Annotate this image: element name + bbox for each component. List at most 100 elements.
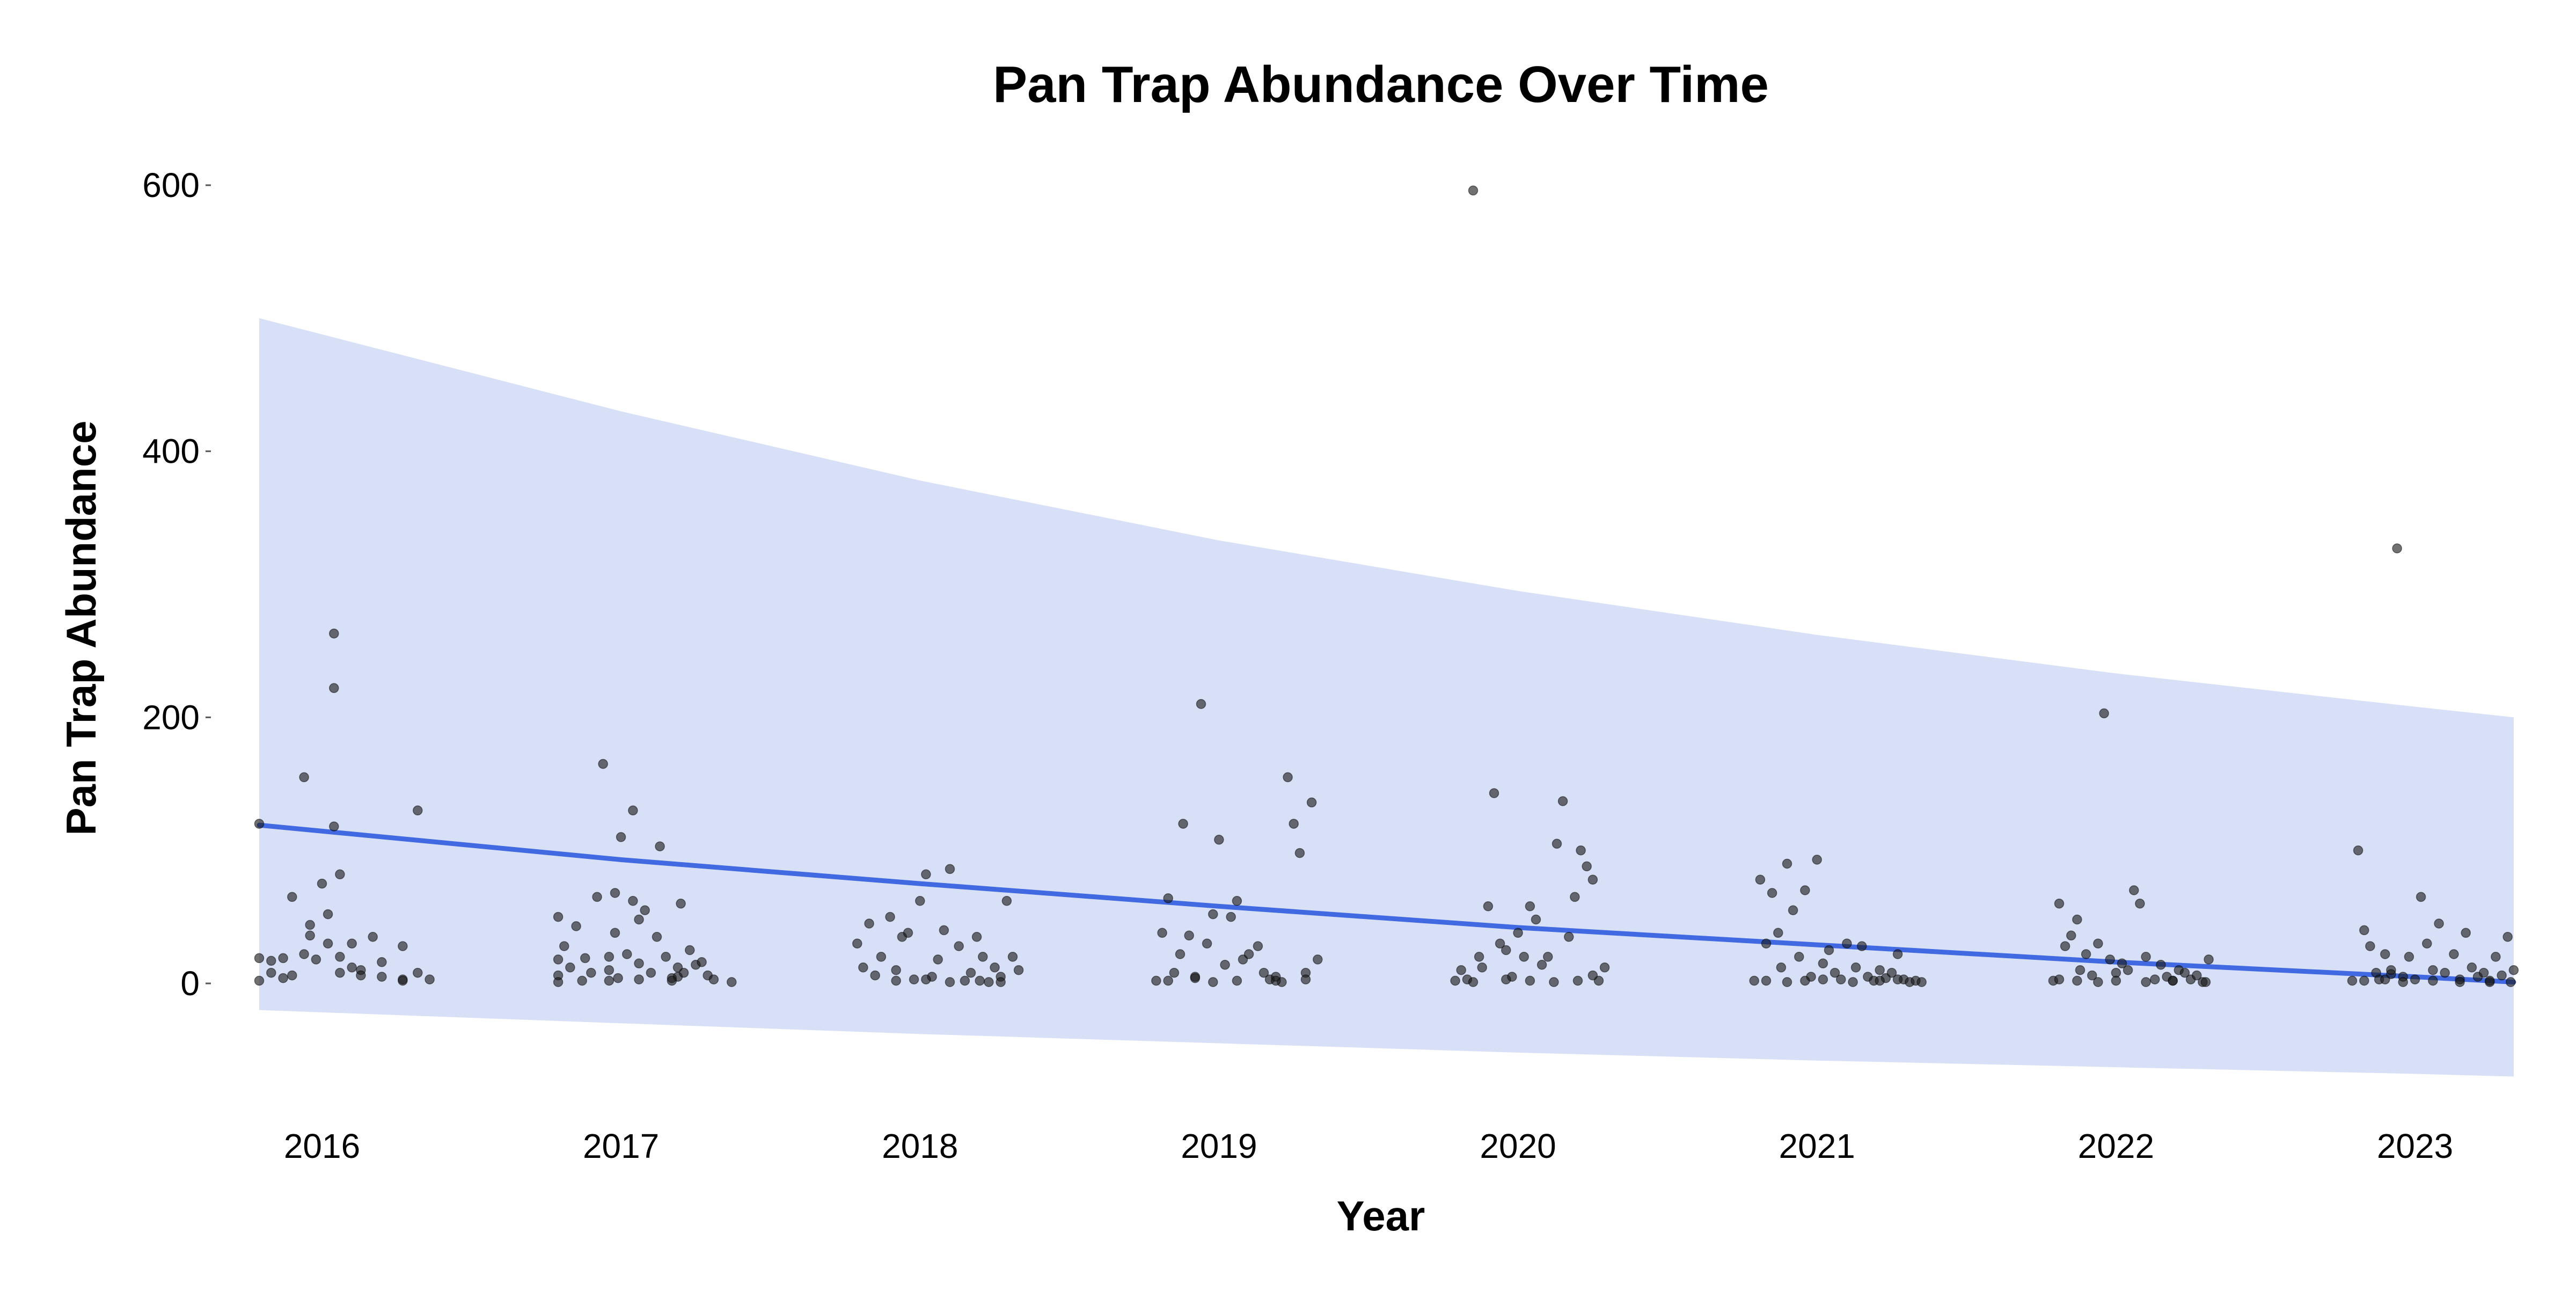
data-point [1151,975,1161,986]
data-point [2434,918,2444,929]
data-point [317,878,327,889]
data-point [377,972,387,982]
data-point [1190,973,1201,983]
data-point [2105,954,2115,965]
data-point [2192,970,2202,981]
data-point [1818,958,1828,969]
data-point [254,975,265,986]
data-point [2135,899,2145,909]
data-point [2093,938,2103,949]
data-point [1875,975,1885,986]
data-point [652,932,662,942]
data-point [2054,974,2065,984]
data-point [329,821,339,832]
data-point [2380,949,2390,959]
data-point [604,975,614,986]
data-point [2156,960,2166,970]
data-point [1576,845,1586,856]
data-point [2506,977,2516,987]
data-point [2467,962,2477,973]
data-point [1501,945,1511,956]
data-point [2168,975,2178,986]
data-point [960,975,970,986]
data-point [1178,819,1188,829]
data-point [2502,932,2513,942]
data-point [2066,930,2076,941]
data-point [2491,952,2501,962]
data-point [1836,974,1846,984]
data-point [571,921,581,931]
data-point [2141,952,2151,962]
data-point [990,962,1000,973]
data-point [697,957,707,967]
data-point [1208,909,1218,920]
x-tick-label: 2017 [583,1127,659,1165]
data-point [1232,975,1242,986]
data-point [685,945,695,956]
data-point [1916,977,1927,987]
data-point [1271,975,1281,986]
y-axis: 0 200 400 600 [142,166,211,1003]
data-point [1525,901,1535,911]
data-point [978,952,988,962]
data-point [368,932,378,942]
data-point [1582,861,1592,872]
data-point [553,954,564,965]
data-point [1776,962,1787,973]
data-point [1842,938,1852,949]
data-point [1818,974,1828,984]
x-tick-label: 2018 [882,1127,958,1165]
data-point [2422,938,2432,949]
data-point [1572,975,1583,986]
x-axis: 2016 2017 2018 2019 2020 2021 2022 2023 [284,1127,2453,1165]
data-point [323,938,333,949]
data-point [1208,977,1218,987]
data-point [398,941,408,951]
data-point [2404,952,2414,962]
data-point [2099,708,2109,719]
data-point [954,941,964,951]
data-point [903,928,913,938]
data-point [1477,962,1487,973]
data-point [278,953,288,964]
data-point [2398,977,2408,987]
data-point [915,896,925,906]
data-point [1214,835,1224,845]
confidence-band-layer [259,318,2514,1077]
data-point [945,977,955,987]
data-point [2072,975,2082,986]
data-point [1450,975,1460,986]
data-point [266,956,276,966]
data-point [254,953,265,964]
data-point [646,967,656,978]
data-point [1007,952,1018,962]
data-point [335,869,345,880]
data-point [266,967,276,978]
data-point [2072,914,2082,925]
data-point [398,975,408,986]
data-point [254,819,265,829]
data-point [1258,967,1269,978]
data-point [425,974,435,984]
data-point [2353,845,2363,856]
data-point [305,930,315,941]
data-point [604,965,614,975]
data-point [1552,838,1562,849]
data-point [667,975,677,986]
data-point [676,899,686,909]
data-point [1300,974,1311,984]
data-point [1892,949,1903,959]
data-point [1761,938,1772,949]
data-point [1495,938,1505,949]
data-point [634,958,644,969]
y-tick-label: 400 [142,432,200,471]
data-point [2359,975,2369,986]
data-point [2117,958,2127,969]
data-point [634,974,644,984]
data-point [1226,911,1236,922]
x-tick-label: 2016 [284,1127,360,1165]
y-tick-label: 600 [142,166,200,205]
data-point [1525,975,1535,986]
data-point [1013,965,1024,975]
data-point [311,954,321,965]
